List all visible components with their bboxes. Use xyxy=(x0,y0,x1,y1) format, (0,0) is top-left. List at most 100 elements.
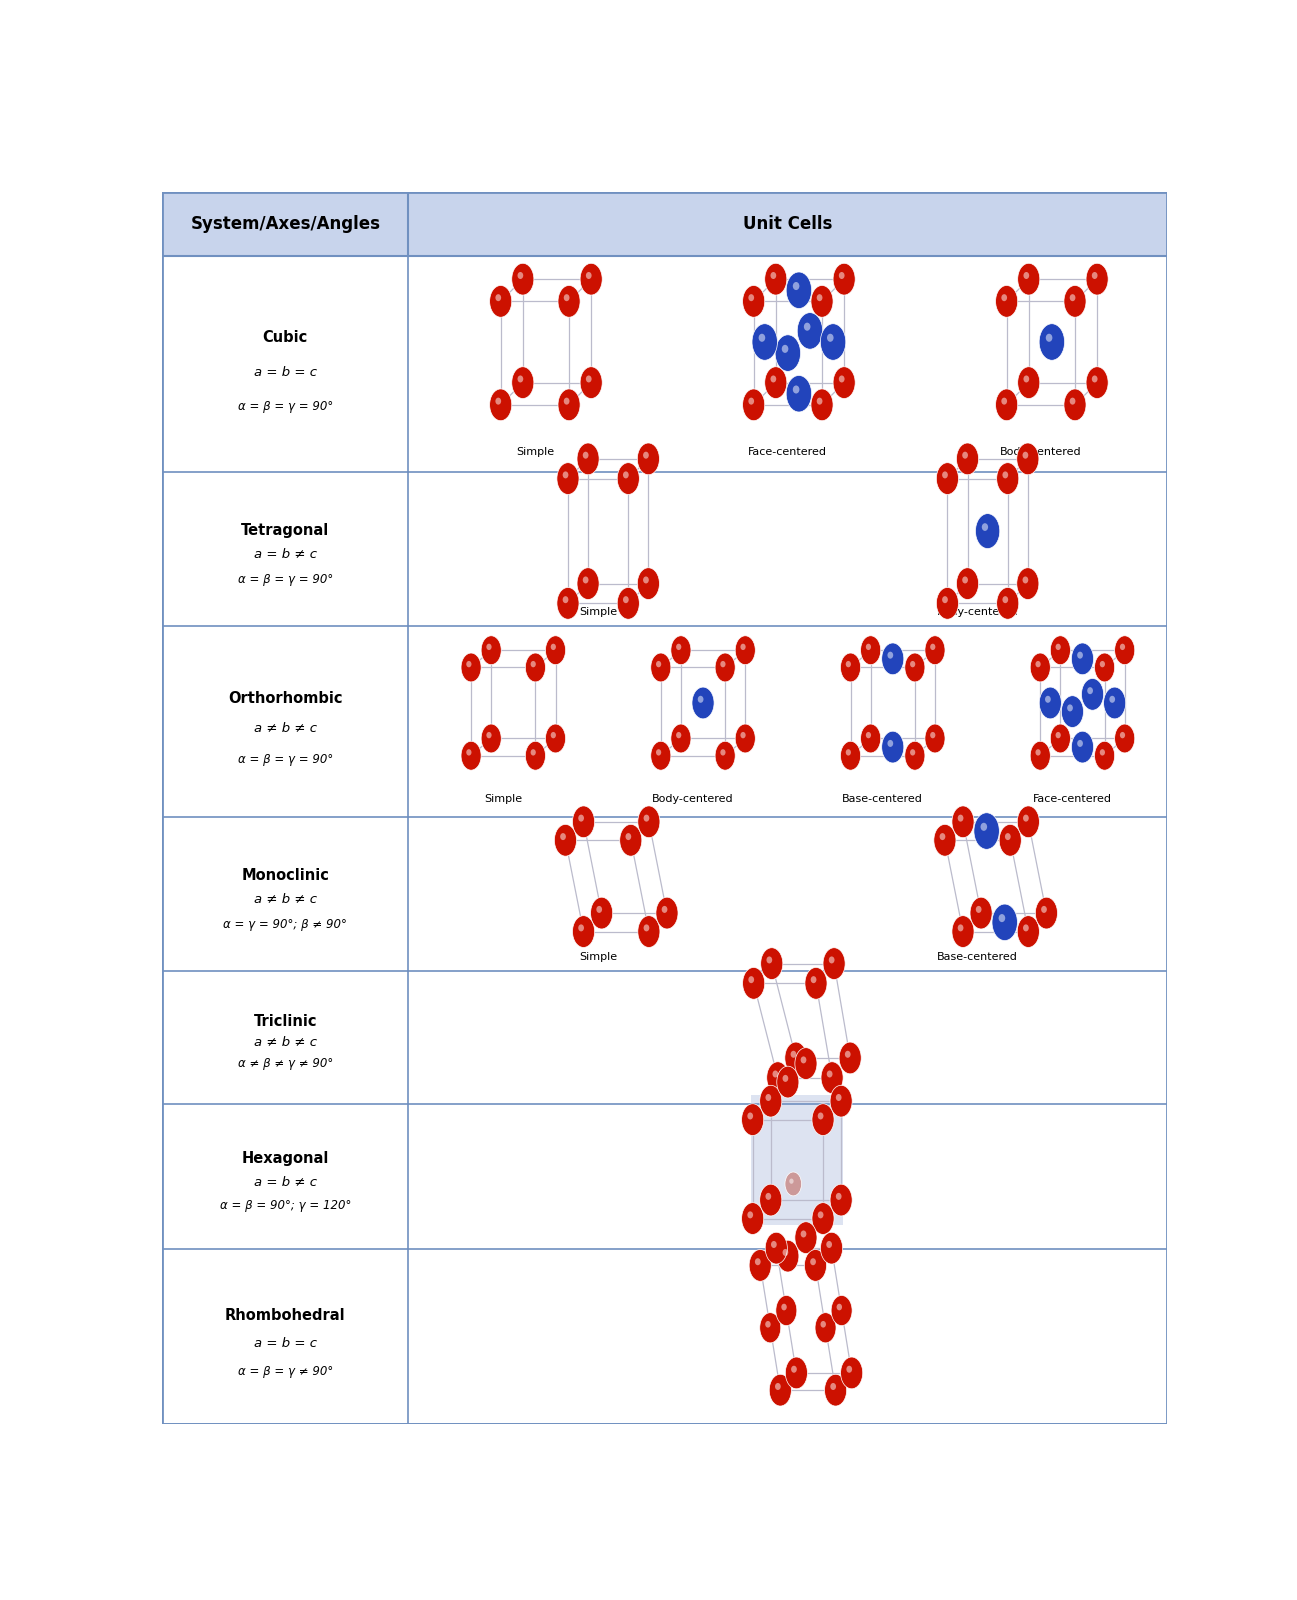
Ellipse shape xyxy=(1022,451,1029,459)
Ellipse shape xyxy=(752,323,777,360)
Ellipse shape xyxy=(617,462,639,494)
Ellipse shape xyxy=(1035,749,1040,755)
Text: a = b ≠ c: a = b ≠ c xyxy=(254,549,316,562)
Ellipse shape xyxy=(782,1250,789,1256)
Text: Unit Cells: Unit Cells xyxy=(743,214,833,234)
FancyBboxPatch shape xyxy=(751,1094,843,1224)
Ellipse shape xyxy=(776,1382,781,1390)
Ellipse shape xyxy=(786,376,812,411)
Ellipse shape xyxy=(1018,264,1040,294)
Ellipse shape xyxy=(623,597,629,603)
Ellipse shape xyxy=(1061,696,1083,728)
Ellipse shape xyxy=(1114,635,1135,664)
Ellipse shape xyxy=(996,587,1018,619)
Ellipse shape xyxy=(495,294,501,301)
Ellipse shape xyxy=(962,451,968,459)
Ellipse shape xyxy=(811,389,833,421)
Ellipse shape xyxy=(791,1051,796,1058)
Ellipse shape xyxy=(1114,725,1135,754)
Ellipse shape xyxy=(1001,294,1006,301)
Ellipse shape xyxy=(826,1070,833,1077)
Ellipse shape xyxy=(765,366,787,398)
Ellipse shape xyxy=(839,272,844,278)
Ellipse shape xyxy=(556,587,578,619)
Ellipse shape xyxy=(999,824,1021,856)
Text: α ≠ β ≠ γ ≠ 90°: α ≠ β ≠ γ ≠ 90° xyxy=(237,1058,333,1070)
Ellipse shape xyxy=(765,1232,787,1264)
Ellipse shape xyxy=(460,741,481,770)
Ellipse shape xyxy=(840,1357,863,1389)
Ellipse shape xyxy=(625,834,632,840)
Text: Body-centered: Body-centered xyxy=(1000,448,1082,458)
Ellipse shape xyxy=(460,653,481,682)
Text: α = β = γ = 90°: α = β = γ = 90° xyxy=(237,573,333,586)
Ellipse shape xyxy=(821,323,846,360)
Ellipse shape xyxy=(620,824,642,856)
FancyBboxPatch shape xyxy=(162,626,1167,816)
Ellipse shape xyxy=(974,813,999,850)
Ellipse shape xyxy=(1119,731,1124,738)
Text: Simple: Simple xyxy=(516,448,554,458)
Ellipse shape xyxy=(656,661,661,667)
Ellipse shape xyxy=(760,1312,781,1342)
Ellipse shape xyxy=(795,1222,817,1253)
Ellipse shape xyxy=(748,398,754,405)
Ellipse shape xyxy=(936,462,958,494)
Ellipse shape xyxy=(743,389,765,421)
Ellipse shape xyxy=(495,398,501,405)
Ellipse shape xyxy=(1070,398,1075,405)
Ellipse shape xyxy=(767,1062,789,1093)
Ellipse shape xyxy=(800,1056,807,1064)
FancyBboxPatch shape xyxy=(162,816,1167,971)
Ellipse shape xyxy=(782,346,789,354)
Ellipse shape xyxy=(930,731,935,738)
Ellipse shape xyxy=(1086,366,1108,398)
Ellipse shape xyxy=(811,976,816,982)
Ellipse shape xyxy=(525,741,546,770)
Ellipse shape xyxy=(992,904,1017,941)
Ellipse shape xyxy=(637,568,659,600)
Ellipse shape xyxy=(791,1366,796,1373)
Ellipse shape xyxy=(765,1094,772,1101)
Ellipse shape xyxy=(1035,898,1057,930)
Ellipse shape xyxy=(551,643,556,650)
Text: a ≠ b ≠ c: a ≠ b ≠ c xyxy=(254,722,316,736)
Ellipse shape xyxy=(942,472,948,478)
Ellipse shape xyxy=(815,1312,837,1342)
Ellipse shape xyxy=(597,906,602,914)
Text: a ≠ b ≠ c: a ≠ b ≠ c xyxy=(254,893,316,906)
Ellipse shape xyxy=(586,376,591,382)
Text: α = β = γ ≠ 90°: α = β = γ ≠ 90° xyxy=(237,1365,333,1378)
Ellipse shape xyxy=(1056,731,1061,738)
Ellipse shape xyxy=(643,576,648,584)
Ellipse shape xyxy=(1023,925,1029,931)
Ellipse shape xyxy=(887,739,894,747)
Ellipse shape xyxy=(925,635,946,664)
Ellipse shape xyxy=(1100,661,1105,667)
Ellipse shape xyxy=(490,389,512,421)
Ellipse shape xyxy=(996,389,1018,421)
Ellipse shape xyxy=(792,386,799,394)
Ellipse shape xyxy=(1045,334,1052,342)
Ellipse shape xyxy=(651,653,671,682)
Ellipse shape xyxy=(777,1066,799,1098)
Ellipse shape xyxy=(821,1232,843,1264)
Ellipse shape xyxy=(826,1242,831,1248)
Ellipse shape xyxy=(905,653,925,682)
Ellipse shape xyxy=(590,898,612,930)
Ellipse shape xyxy=(827,334,834,342)
Ellipse shape xyxy=(770,376,776,382)
Ellipse shape xyxy=(735,635,755,664)
Ellipse shape xyxy=(582,451,589,459)
Ellipse shape xyxy=(765,1194,772,1200)
Ellipse shape xyxy=(830,1382,837,1390)
Ellipse shape xyxy=(882,643,904,675)
Ellipse shape xyxy=(643,925,650,931)
Ellipse shape xyxy=(1051,635,1070,664)
Ellipse shape xyxy=(556,462,578,494)
Ellipse shape xyxy=(800,1230,807,1237)
Ellipse shape xyxy=(786,272,812,309)
Ellipse shape xyxy=(486,643,492,650)
Ellipse shape xyxy=(776,334,800,371)
Ellipse shape xyxy=(676,731,681,738)
